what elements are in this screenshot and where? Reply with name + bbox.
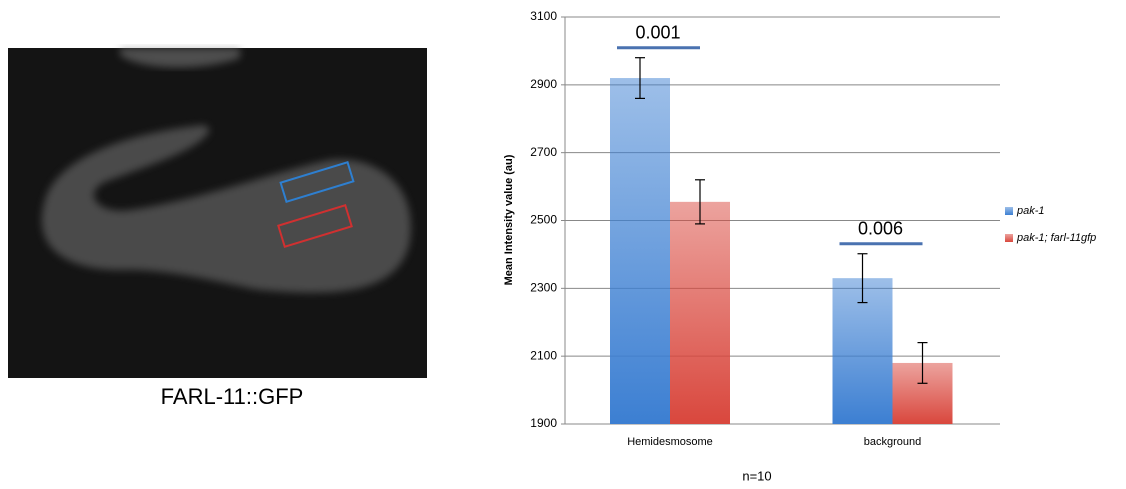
y-tick-label: 2100 bbox=[530, 348, 557, 362]
error-bar bbox=[635, 57, 645, 100]
legend-label: pak-1 bbox=[1016, 205, 1045, 217]
error-bar bbox=[695, 179, 705, 225]
x-tick-label: Hemidesmosome bbox=[627, 436, 713, 448]
y-axis-label: Mean Intensity value (au) bbox=[503, 154, 515, 285]
legend-swatch bbox=[1005, 234, 1013, 242]
error-bar bbox=[917, 342, 928, 384]
y-tick-label: 2300 bbox=[530, 281, 557, 295]
y-tick-label: 1900 bbox=[530, 416, 557, 430]
significance-label: 0.006 bbox=[858, 218, 903, 238]
note: n=10 bbox=[742, 468, 771, 483]
image-caption: FARL-11::GFP bbox=[161, 384, 304, 409]
legend-label: pak-1; farl-11gfp bbox=[1016, 232, 1096, 244]
x-tick-label: background bbox=[864, 436, 922, 448]
y-tick-label: 2500 bbox=[530, 213, 557, 227]
y-tick-label: 3100 bbox=[530, 9, 557, 23]
bar bbox=[670, 201, 730, 424]
micrograph bbox=[8, 48, 427, 378]
bar bbox=[610, 78, 670, 425]
y-tick-label: 2700 bbox=[530, 145, 557, 159]
error-bar bbox=[857, 253, 868, 304]
y-tick-label: 2900 bbox=[530, 77, 557, 91]
significance-label: 0.001 bbox=[635, 22, 680, 42]
legend-swatch bbox=[1005, 207, 1013, 215]
